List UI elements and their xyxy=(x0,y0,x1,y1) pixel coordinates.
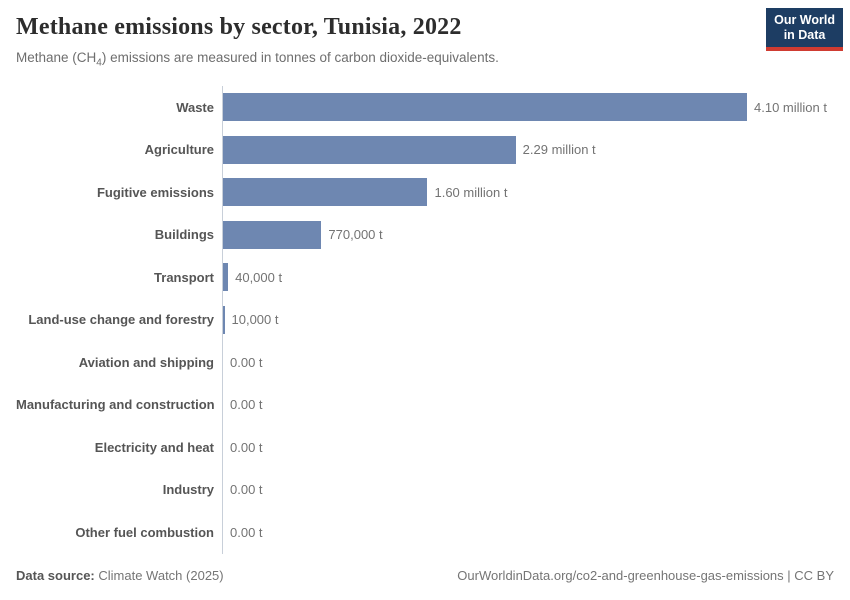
bar-area: 0.00 t xyxy=(222,468,850,511)
bar-area: 10,000 t xyxy=(222,298,850,341)
value-label: 2.29 million t xyxy=(522,142,596,158)
subtitle-subscript: 4 xyxy=(96,57,102,69)
bar[interactable] xyxy=(223,263,229,292)
category-label: Electricity and heat xyxy=(94,439,214,455)
value-label: 770,000 t xyxy=(328,227,383,243)
credit-link[interactable]: OurWorldinData.org/co2-and-greenhouse-ga… xyxy=(457,568,834,583)
value-label: 0.00 t xyxy=(230,397,263,413)
bar-area: 2.29 million t xyxy=(222,128,850,171)
value-label: 0.00 t xyxy=(230,439,263,455)
chart-footer: Data source: Climate Watch (2025) OurWor… xyxy=(16,568,834,583)
value-label: 0.00 t xyxy=(230,482,263,498)
bar-row: Transport 40,000 t xyxy=(16,256,850,299)
value-label: 1.60 million t xyxy=(434,184,508,200)
bar-chart: Waste 4.10 million t Agriculture 2.29 milli… xyxy=(16,86,850,554)
data-source-value: Climate Watch (2025) xyxy=(98,568,224,583)
bar-area: 0.00 t xyxy=(222,426,850,469)
category-label: Waste xyxy=(176,99,214,115)
category-label: Fugitive emissions xyxy=(96,184,214,200)
bar-row: Fugitive emissions 1.60 million t xyxy=(16,171,850,214)
bar[interactable] xyxy=(223,178,428,207)
value-label: 40,000 t xyxy=(235,269,283,285)
bar[interactable] xyxy=(223,220,322,249)
bar-row: Industry 0.00 t xyxy=(16,468,850,511)
value-label: 10,000 t xyxy=(231,312,279,328)
data-source-label: Data source: xyxy=(16,568,95,583)
category-label: Manufacturing and construction xyxy=(16,397,215,413)
bar-row: Waste 4.10 million t xyxy=(16,86,850,129)
subtitle-text-post: ) emissions are measured in tonnes of ca… xyxy=(101,50,499,65)
category-label: Industry xyxy=(162,482,214,498)
logo-line2: in Data xyxy=(783,28,826,42)
bar-row: Aviation and shipping 0.00 t xyxy=(16,341,850,384)
bar-row: Manufacturing and construction 0.00 t xyxy=(16,383,850,426)
chart-subtitle: Methane (CH4) emissions are measured in … xyxy=(16,50,499,69)
bar-row: Land-use change and forestry 10,000 t xyxy=(16,298,850,341)
bar-row: Other fuel combustion 0.00 t xyxy=(16,511,850,554)
bar-area: 4.10 million t xyxy=(222,86,850,129)
value-label: 0.00 t xyxy=(230,524,263,540)
bar-area: 1.60 million t xyxy=(222,171,850,214)
category-label: Agriculture xyxy=(144,142,214,158)
category-label: Buildings xyxy=(154,227,214,243)
bar-area: 0.00 t xyxy=(222,511,850,554)
category-label: Land-use change and forestry xyxy=(28,312,214,328)
bar[interactable] xyxy=(223,135,516,164)
bar-row: Electricity and heat 0.00 t xyxy=(16,426,850,469)
owid-logo[interactable]: Our World in Data xyxy=(766,8,843,51)
bar-area: 40,000 t xyxy=(222,256,850,299)
value-label: 0.00 t xyxy=(230,354,263,370)
bar[interactable] xyxy=(223,93,747,122)
logo-line1: Our World xyxy=(774,13,835,27)
bar-area: 0.00 t xyxy=(222,341,850,384)
data-source: Data source: Climate Watch (2025) xyxy=(16,568,224,583)
bar-row: Agriculture 2.29 million t xyxy=(16,128,850,171)
bar[interactable] xyxy=(223,305,225,334)
bar-area: 0.00 t xyxy=(222,383,850,426)
bar-area: 770,000 t xyxy=(222,213,850,256)
bar-row: Buildings 770,000 t xyxy=(16,213,850,256)
category-label: Aviation and shipping xyxy=(78,354,214,370)
category-label: Other fuel combustion xyxy=(75,524,214,540)
subtitle-text-pre: Methane (CH xyxy=(16,50,97,65)
chart-title: Methane emissions by sector, Tunisia, 20… xyxy=(16,14,462,40)
value-label: 4.10 million t xyxy=(754,99,827,115)
category-label: Transport xyxy=(154,269,214,285)
